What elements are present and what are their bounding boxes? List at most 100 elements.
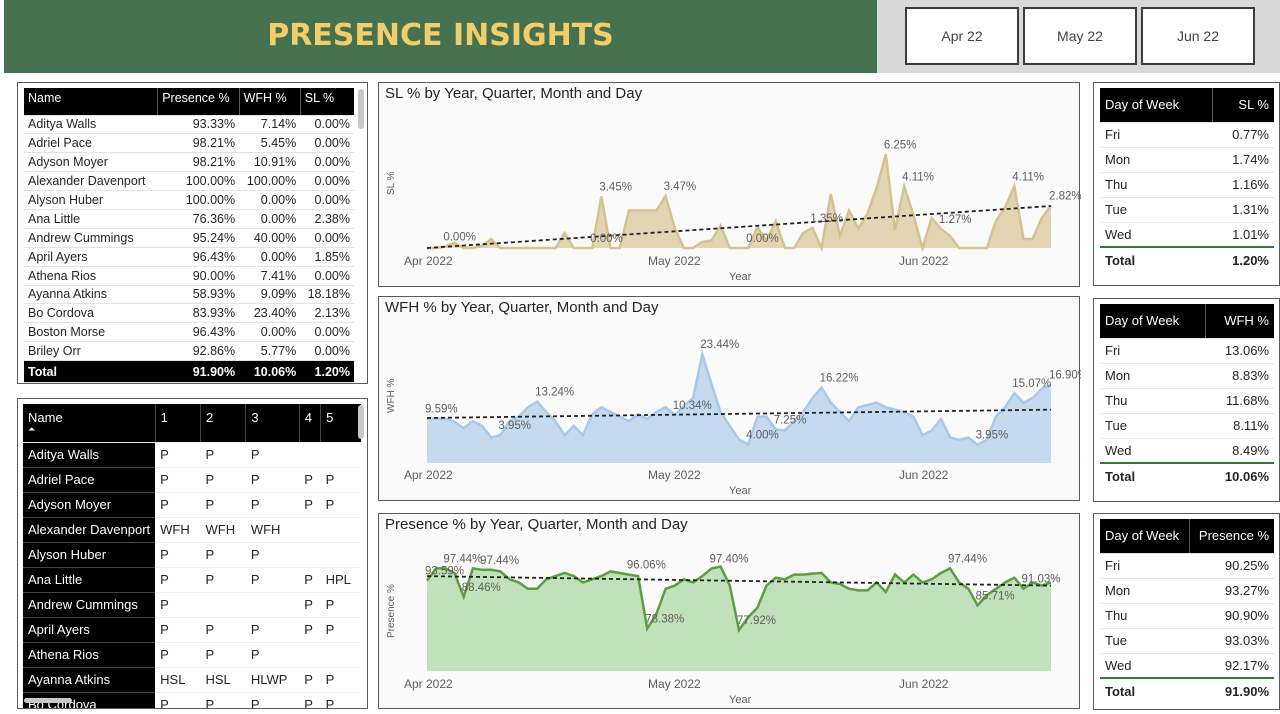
table-row[interactable]: Fri 90.25% <box>1100 553 1274 579</box>
table-row[interactable]: April Ayers 96.43% 0.00% 1.85% <box>24 247 354 267</box>
table-row[interactable]: Thu 11.68% <box>1100 388 1274 414</box>
metric-value: 1.16% <box>1212 172 1274 198</box>
table-row[interactable]: Adyson Moyer 98.21% 10.91% 0.00% <box>24 152 354 173</box>
table-row[interactable]: Wed 1.01% <box>1100 222 1274 248</box>
matrix-row[interactable]: Ayanna Atkins HSL HSL HLWP P P <box>23 667 361 693</box>
column-header[interactable]: 3 <box>245 404 300 443</box>
series-line[interactable] <box>426 565 1052 634</box>
matrix-row[interactable]: Ana Little P P P P HPL <box>23 567 361 593</box>
table-row[interactable]: Mon 8.83% <box>1100 363 1274 389</box>
day-status: P <box>200 642 246 668</box>
column-header[interactable]: Day of Week <box>1100 88 1212 123</box>
month-button-jun[interactable]: Jun 22 <box>1141 7 1255 65</box>
data-label: 10.34% <box>673 400 712 412</box>
month-button-may[interactable]: May 22 <box>1023 7 1137 65</box>
matrix-row[interactable]: Andrew Cummings P P P <box>23 592 361 618</box>
column-header[interactable]: SL % <box>1211 88 1274 123</box>
series-line[interactable] <box>427 153 1053 253</box>
table-row[interactable]: Thu 1.16% <box>1100 172 1274 198</box>
table-row[interactable]: Athena Rios 90.00% 7.41% 0.00% <box>24 266 354 286</box>
matrix-row[interactable]: April Ayers P P P P P <box>23 617 361 643</box>
column-header[interactable]: 4 <box>298 404 321 443</box>
daily-matrix-vscrollbar[interactable] <box>358 405 364 439</box>
table-row[interactable]: Thu 90.90% <box>1100 603 1274 629</box>
table-row[interactable]: Wed 8.49% <box>1100 438 1274 464</box>
table-row[interactable]: Alyson Huber 100.00% 0.00% 0.00% <box>24 190 354 210</box>
employee-name: Ana Little <box>23 567 156 593</box>
column-header[interactable]: Presence % <box>157 88 240 116</box>
x-tick-label: Apr 2022 <box>404 468 453 482</box>
trend-line <box>426 575 1052 587</box>
column-header[interactable]: Day of Week <box>1100 304 1206 339</box>
total-row: Total 91.90% <box>1100 677 1274 703</box>
column-header[interactable]: 2 <box>199 404 246 443</box>
column-header[interactable]: WFH % <box>1204 304 1274 339</box>
table-row[interactable]: Fri 13.06% <box>1100 338 1274 364</box>
area-fill <box>427 154 1051 248</box>
table-row[interactable]: Boston Morse 96.43% 0.00% 0.00% <box>24 322 354 343</box>
dow-wfh-panel: Day of Week WFH % Fri 13.06% Mon 8.83% Thu 11.6… <box>1093 298 1280 502</box>
day-status: P <box>155 642 201 668</box>
table-row[interactable]: Ana Little 76.36% 0.00% 2.38% <box>24 209 354 229</box>
data-label: 3.95% <box>976 430 1009 442</box>
matrix-row[interactable]: Alyson Huber P P P <box>23 542 361 568</box>
column-header[interactable]: Name ⏶ <box>23 404 156 443</box>
metric-value: 7.14% <box>239 115 301 135</box>
table-row[interactable]: Andrew Cummings 95.24% 40.00% 0.00% <box>24 228 354 248</box>
column-header[interactable]: Presence % <box>1188 519 1274 554</box>
month-button-apr[interactable]: Apr 22 <box>905 7 1019 65</box>
data-label: 96.06% <box>627 560 666 572</box>
column-header[interactable]: 5 <box>320 404 361 443</box>
day-status: P <box>245 692 300 708</box>
column-header[interactable]: Name <box>24 88 158 116</box>
column-header[interactable]: SL % <box>299 88 354 116</box>
table-row[interactable]: Ayanna Atkins 58.93% 9.09% 18.18% <box>24 285 354 305</box>
metric-value: 100.00% <box>157 171 240 192</box>
wfh-chart-title: WFH % by Year, Quarter, Month and Day <box>385 299 659 316</box>
matrix-row[interactable]: Athena Rios P P P <box>23 642 361 668</box>
table-row[interactable]: Bo Cordova 83.93% 23.40% 2.13% <box>24 303 354 324</box>
daily-matrix-hscrollbar[interactable] <box>24 698 72 703</box>
matrix-row[interactable]: Alexander Davenport WFH WFH WFH <box>23 517 361 543</box>
table-row[interactable]: Adriel Pace 98.21% 5.45% 0.00% <box>24 133 354 154</box>
column-header[interactable]: 1 <box>154 404 201 443</box>
day-status: P <box>320 617 361 643</box>
table-row[interactable]: Tue 93.03% <box>1100 628 1274 654</box>
matrix-row[interactable]: Adyson Moyer P P P P P <box>23 492 361 518</box>
series-line[interactable] <box>427 349 1052 447</box>
table-row[interactable]: Mon 93.27% <box>1100 578 1274 604</box>
column-header[interactable]: WFH % <box>238 88 301 116</box>
matrix-row[interactable]: Aditya Walls P P P <box>23 442 361 468</box>
table-row[interactable]: Fri 0.77% <box>1100 122 1274 148</box>
metric-value: 5.77% <box>239 341 301 362</box>
metric-value: 95.24% <box>157 228 240 248</box>
column-header[interactable]: Day of Week <box>1100 519 1190 554</box>
day-status: P <box>320 692 361 708</box>
table-row[interactable]: Briley Orr 92.86% 5.77% 0.00% <box>24 341 354 362</box>
table-header: Day of Week Presence % <box>1100 519 1274 554</box>
day-status: P <box>200 442 246 468</box>
sort-ascending-icon[interactable]: ⏶ <box>28 424 36 434</box>
table-row[interactable]: Mon 1.74% <box>1100 147 1274 173</box>
table-row[interactable]: Aditya Walls 93.33% 7.14% 0.00% <box>24 115 354 135</box>
month-slicer: Apr 22 May 22 Jun 22 <box>877 0 1280 73</box>
daily-matrix-panel: Name ⏶ 1 2 3 4 5 Aditya Walls P P P Adriel Pace P P P P… <box>17 398 368 709</box>
matrix-row[interactable]: Bo Cordova P P P P P <box>23 692 361 708</box>
table-row[interactable]: Tue 8.11% <box>1100 413 1274 439</box>
day-name: Tue <box>1100 628 1190 654</box>
data-label: 97.40% <box>709 554 748 566</box>
data-label: 9.59% <box>425 404 458 416</box>
day-status: P <box>245 567 300 593</box>
x-tick-label: Jun 2022 <box>899 468 949 482</box>
x-tick-label: May 2022 <box>648 468 701 482</box>
employee-name: Adyson Moyer <box>23 492 156 518</box>
table-row[interactable]: Alexander Davenport 100.00% 100.00% 0.00% <box>24 171 354 192</box>
day-name: Fri <box>1100 338 1206 364</box>
table-row[interactable]: Wed 92.17% <box>1100 653 1274 679</box>
day-status: HPL <box>320 567 361 593</box>
day-name: Tue <box>1100 197 1212 223</box>
summary-table-scrollbar[interactable] <box>358 89 364 129</box>
employee-name: Aditya Walls <box>23 442 156 468</box>
matrix-row[interactable]: Adriel Pace P P P P P <box>23 467 361 493</box>
table-row[interactable]: Tue 1.31% <box>1100 197 1274 223</box>
